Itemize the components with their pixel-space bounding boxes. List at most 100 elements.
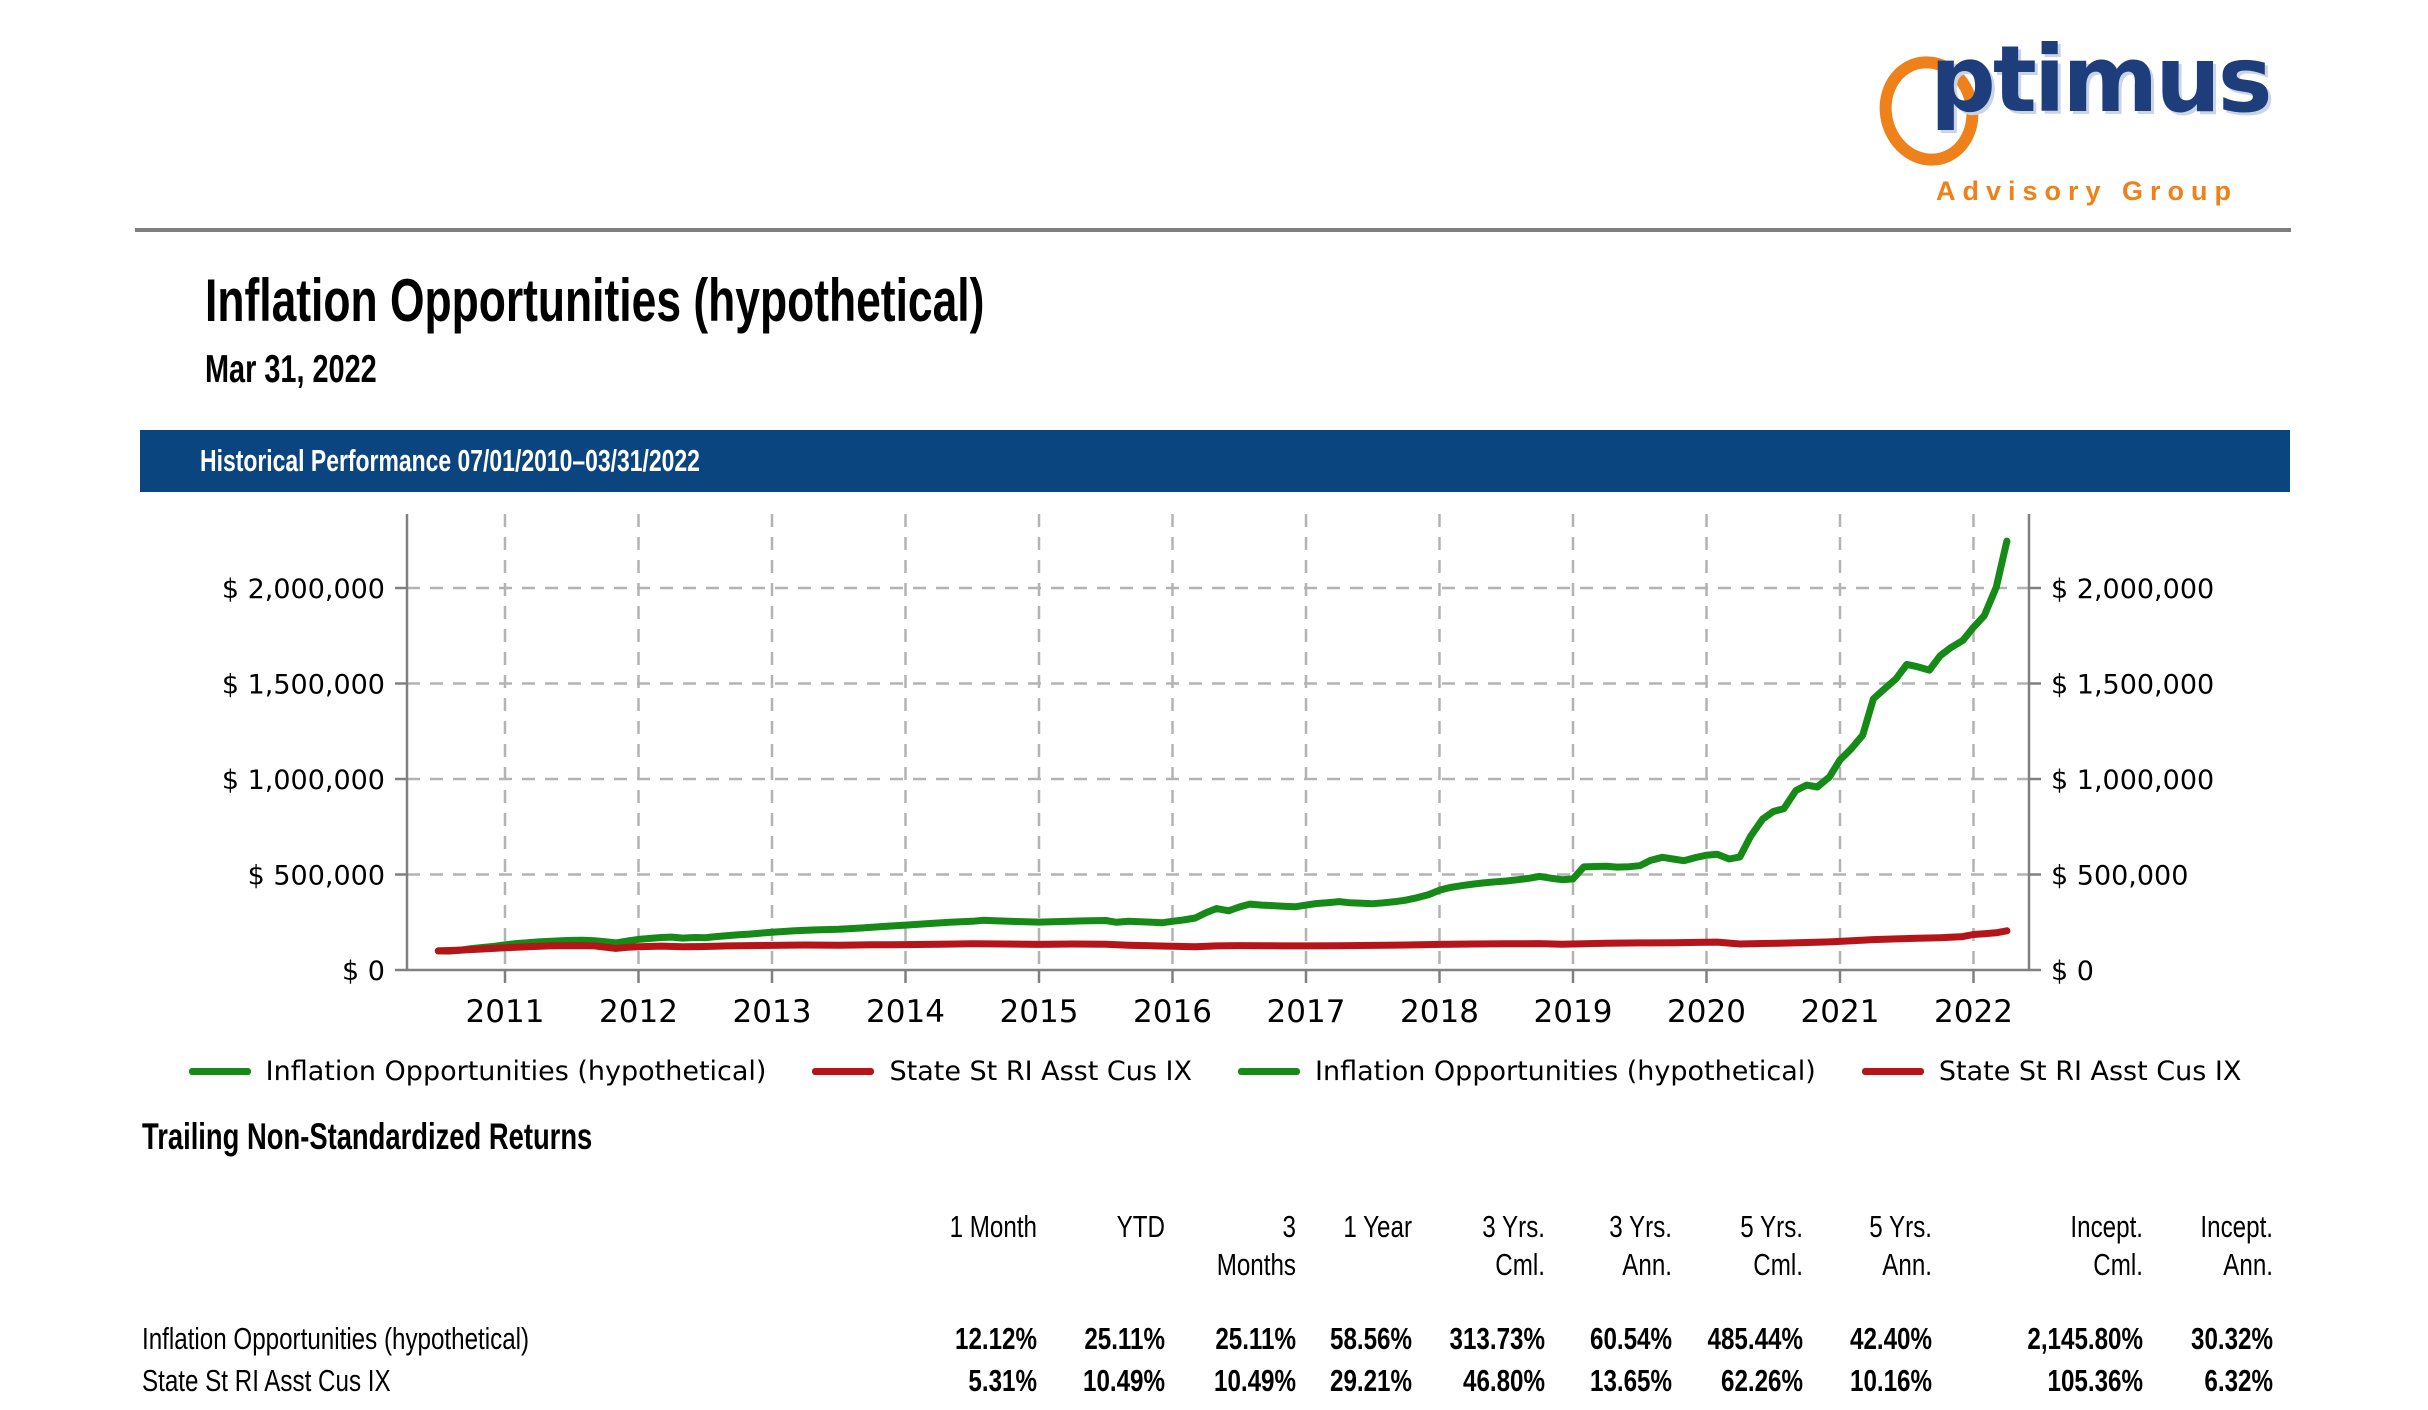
col-header-line1: 3 Yrs. xyxy=(1609,1209,1672,1244)
return-value: 5.31% xyxy=(968,1363,1037,1398)
legend-item: Inflation Opportunities (hypothetical) xyxy=(188,1056,767,1087)
logo-subtitle: Advisory Group xyxy=(1936,176,2239,206)
y-axis-label-right: $ 0 xyxy=(2051,956,2094,987)
col-header-line1: 3 xyxy=(1282,1209,1296,1244)
optimus-logo: ptimus Advisory Group xyxy=(1868,26,2293,210)
row-label: State St RI Asst Cus IX xyxy=(142,1363,391,1398)
y-axis-label-left: $ 500,000 xyxy=(248,861,385,892)
legend-label: State St RI Asst Cus IX xyxy=(1938,1056,2242,1087)
return-value: 58.56% xyxy=(1329,1321,1412,1356)
legend-label: State St RI Asst Cus IX xyxy=(889,1056,1192,1087)
col-header-line2 xyxy=(1322,1246,1412,1284)
legend-label: Inflation Opportunities (hypothetical) xyxy=(1315,1056,1816,1087)
legend-swatch-icon xyxy=(1238,1068,1300,1075)
return-value: 25.11% xyxy=(1215,1321,1296,1356)
col-header-empty xyxy=(142,1208,579,1284)
return-value: 2,145.80% xyxy=(2027,1321,2143,1356)
legend-label: Inflation Opportunities (hypothetical) xyxy=(265,1056,767,1087)
x-axis-label: 2017 xyxy=(1267,994,1346,1030)
col-header-line1: 5 Yrs. xyxy=(1740,1209,1803,1244)
section-banner-text: Historical Performance 07/01/2010–03/31/… xyxy=(170,443,876,479)
logo-wordmark: ptimus xyxy=(1930,26,2272,133)
page-title: Inflation Opportunities (hypothetical) xyxy=(205,266,1258,335)
col-header-line2: Cml. xyxy=(1753,1247,1803,1282)
x-axis-label: 2022 xyxy=(1934,994,2013,1030)
return-value: 12.12% xyxy=(954,1321,1037,1356)
x-axis-label: 2012 xyxy=(599,994,678,1030)
report-date-text: Mar 31, 2022 xyxy=(205,348,377,391)
section-banner: Historical Performance 07/01/2010–03/31/… xyxy=(140,430,2290,492)
col-header-line1: 1 Month xyxy=(949,1209,1037,1244)
y-axis-label-left: $ 1,500,000 xyxy=(222,670,385,701)
legend-swatch-icon xyxy=(1861,1068,1924,1075)
col-header-line2: Months xyxy=(1216,1247,1296,1282)
returns-table-title-text: Trailing Non-Standardized Returns xyxy=(142,1116,593,1157)
col-header: 3 Months xyxy=(1194,1208,1296,1284)
return-value: 10.16% xyxy=(1849,1363,1932,1398)
col-header-line2: Ann. xyxy=(1622,1247,1672,1282)
y-axis-label-right: $ 1,500,000 xyxy=(2051,670,2214,701)
x-axis-label: 2018 xyxy=(1400,994,1479,1030)
return-value: 105.36% xyxy=(2047,1363,2143,1398)
return-value: 25.11% xyxy=(1084,1321,1165,1356)
x-axis-label: 2011 xyxy=(466,994,545,1030)
return-value: 60.54% xyxy=(1589,1321,1672,1356)
return-value: 62.26% xyxy=(1720,1363,1803,1398)
x-axis-label: 2019 xyxy=(1534,994,1613,1030)
col-header: YTD xyxy=(1065,1208,1165,1284)
x-axis-label: 2015 xyxy=(1000,994,1079,1030)
col-header-line1: YTD xyxy=(1116,1209,1165,1244)
return-value: 313.73% xyxy=(1449,1321,1545,1356)
return-value: 29.21% xyxy=(1329,1363,1412,1398)
return-value: 13.65% xyxy=(1589,1363,1672,1398)
returns-table: 1 Month YTD 3 Months 1 Year 3 Yrs. Cml. 3 Yr… xyxy=(142,1208,2273,1402)
col-header-line1: Incept. xyxy=(2070,1209,2143,1244)
col-header-line2 xyxy=(1065,1246,1165,1284)
col-header-line1: 5 Yrs. xyxy=(1869,1209,1932,1244)
header-divider xyxy=(135,228,2291,232)
x-axis-label: 2014 xyxy=(866,994,945,1030)
legend-item: Inflation Opportunities (hypothetical) xyxy=(1238,1056,1816,1087)
y-axis-label-left: $ 2,000,000 xyxy=(222,574,385,605)
return-value: 6.32% xyxy=(2204,1363,2273,1398)
legend-item: State St RI Asst Cus IX xyxy=(1861,1056,2242,1087)
y-axis-label-right: $ 500,000 xyxy=(2051,861,2188,892)
col-header-line2: Cml. xyxy=(2093,1247,2143,1282)
legend-swatch-icon xyxy=(188,1068,251,1075)
x-axis-label: 2020 xyxy=(1667,994,1746,1030)
section-banner-label: Historical Performance 07/01/2010–03/31/… xyxy=(200,443,700,478)
col-header: 1 Year xyxy=(1322,1208,1412,1284)
returns-table-title: Trailing Non-Standardized Returns xyxy=(142,1116,751,1158)
col-header-line2: Ann. xyxy=(2223,1247,2273,1282)
col-header: 3 Yrs. Cml. xyxy=(1441,1208,1545,1284)
return-value: 10.49% xyxy=(1082,1363,1165,1398)
return-value: 30.32% xyxy=(2190,1321,2273,1356)
x-axis-label: 2016 xyxy=(1133,994,1212,1030)
return-value: 485.44% xyxy=(1707,1321,1803,1356)
col-header: 3 Yrs. Ann. xyxy=(1573,1208,1672,1284)
col-header: 5 Yrs. Cml. xyxy=(1701,1208,1803,1284)
col-header: Incept. Ann. xyxy=(2172,1208,2273,1284)
series-line-green xyxy=(434,537,2011,955)
x-axis-label: 2021 xyxy=(1801,994,1880,1030)
x-axis-label: 2013 xyxy=(733,994,812,1030)
col-header: 1 Month xyxy=(776,1208,1037,1284)
col-header-line1: Incept. xyxy=(2200,1209,2273,1244)
y-axis-label-right: $ 2,000,000 xyxy=(2051,574,2214,605)
series-line-red xyxy=(434,927,2011,955)
y-axis-label-left: $ 1,000,000 xyxy=(222,765,385,796)
chart-legend: Inflation Opportunities (hypothetical) St… xyxy=(140,1056,2290,1087)
col-header-line2: Ann. xyxy=(1882,1247,1932,1282)
legend-item: State St RI Asst Cus IX xyxy=(812,1056,1192,1087)
col-header-line1: 1 Year xyxy=(1343,1209,1412,1244)
return-value: 10.49% xyxy=(1213,1363,1296,1398)
performance-line-chart: $ 0 $ 0 $ 500,000 $ 500,000 $ 1,000,000 $ 1,0… xyxy=(222,514,2214,1030)
y-axis-label-left: $ 0 xyxy=(342,956,385,987)
row-label: Inflation Opportunities (hypothetical) xyxy=(142,1321,530,1356)
report-date: Mar 31, 2022 xyxy=(205,348,437,392)
legend-swatch-icon xyxy=(812,1068,875,1075)
return-value: 46.80% xyxy=(1462,1363,1545,1398)
col-header: 5 Yrs. Ann. xyxy=(1831,1208,1932,1284)
y-axis-label-right: $ 1,000,000 xyxy=(2051,765,2214,796)
